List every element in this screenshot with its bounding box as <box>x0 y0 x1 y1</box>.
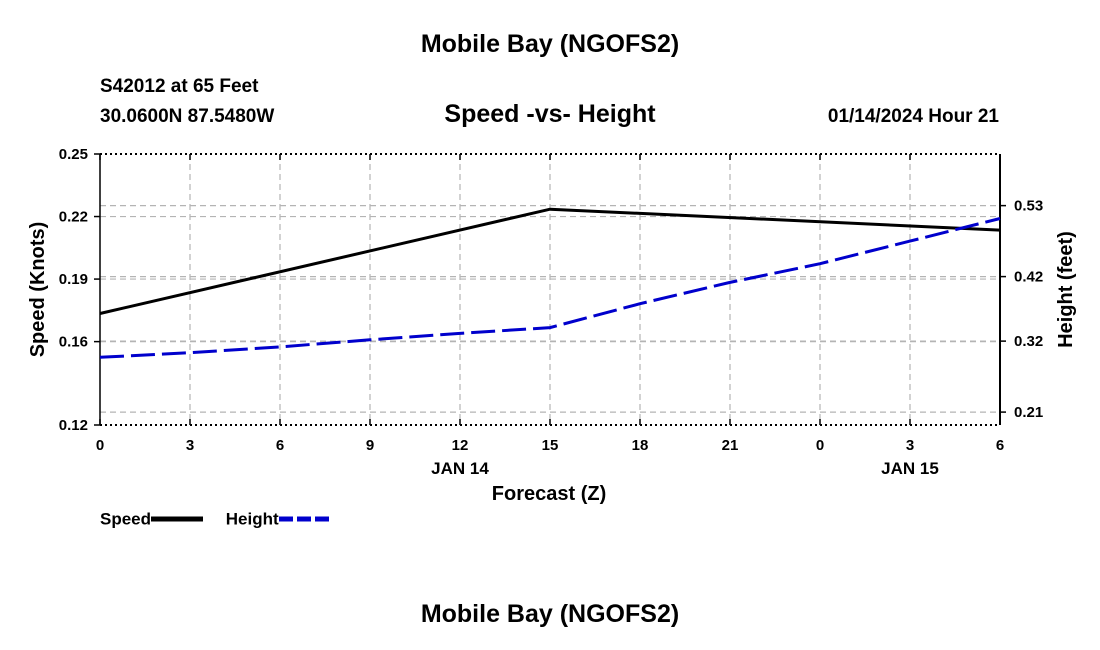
legend-height-swatch <box>278 516 331 522</box>
x-tick-label: 12 <box>452 437 469 454</box>
y2-tick-label: 0.42 <box>1014 269 1043 286</box>
y2-axis-label: Height (feet) <box>1055 231 1077 348</box>
y-axis-label: Speed (Knots) <box>27 222 49 358</box>
y-tick-label: 0.25 <box>59 146 88 163</box>
legend-speed-swatch <box>151 516 204 522</box>
x-tick-label: 6 <box>276 437 284 454</box>
series-line-speed <box>99 207 1001 315</box>
x-tick-label: 0 <box>816 437 824 454</box>
x-tick-label: 3 <box>186 437 194 454</box>
y2-tick-label: 0.32 <box>1014 333 1043 350</box>
coordinates-label: 30.0600N 87.5480W <box>100 106 275 127</box>
x-tick-label: 21 <box>722 437 739 454</box>
y-tick-label: 0.22 <box>59 209 88 226</box>
legend-height: Height <box>226 509 331 530</box>
y2-tick-label: 0.53 <box>1014 198 1043 215</box>
x-tick-label: 18 <box>632 437 649 454</box>
main-title: Mobile Bay (NGOFS2) <box>420 30 680 58</box>
x-tick-label: 6 <box>996 437 1004 454</box>
x-tick-label: 0 <box>96 437 104 454</box>
y-tick-label: 0.16 <box>59 334 88 351</box>
bottom-title: Mobile Bay (NGOFS2) <box>420 600 680 628</box>
data-point-height <box>190 352 191 353</box>
legend-speed-label: Speed <box>100 509 152 529</box>
legend-speed: Speed <box>100 509 204 530</box>
y-tick-label: 0.12 <box>59 417 88 434</box>
series-line-height <box>99 217 1001 359</box>
date-label: JAN 14 <box>431 459 489 478</box>
x-tick-label: 15 <box>542 437 559 454</box>
y-tick-label: 0.19 <box>59 271 88 288</box>
station-label: S42012 at 65 Feet <box>100 76 259 97</box>
y2-tick-label: 0.21 <box>1014 404 1043 421</box>
x-tick-label: 9 <box>366 437 374 454</box>
chart-title: Speed -vs- Height <box>444 100 656 128</box>
speed-height-chart: 0 3 6 9 12 15 18 21 0 3 6 0.12 0.16 0.19 0.22 0.25 0.21 0… <box>27 146 1077 505</box>
legend: Speed Height <box>100 509 349 530</box>
x-axis-label: Forecast (Z) <box>492 483 606 505</box>
date-label: JAN 15 <box>881 459 939 478</box>
legend-height-label: Height <box>225 509 279 529</box>
x-tick-label: 3 <box>906 437 914 454</box>
datetime-label: 01/14/2024 Hour 21 <box>827 106 999 127</box>
